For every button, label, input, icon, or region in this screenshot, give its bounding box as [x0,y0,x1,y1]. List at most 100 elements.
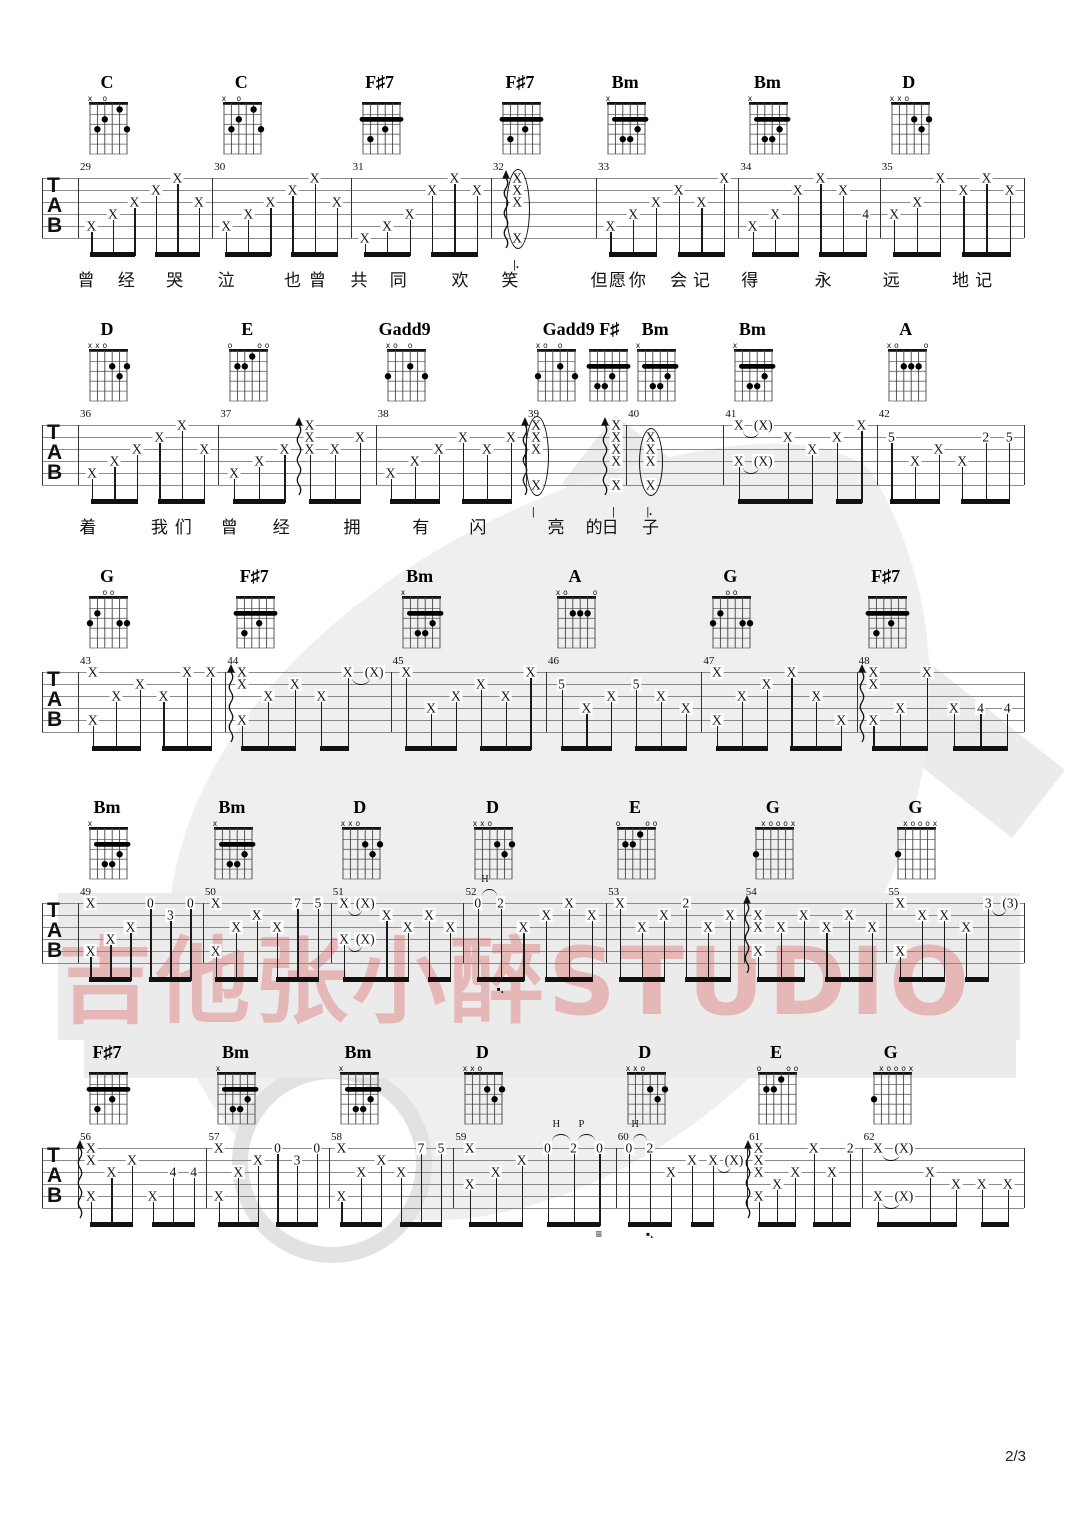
tab-note: X [752,1152,765,1168]
barline [596,178,597,238]
beam [154,252,200,257]
tab-note: X [893,895,907,911]
note-stem [850,1154,852,1226]
tab-note: 3 [292,1152,302,1168]
note-stem [277,1154,279,1226]
tie-arc [992,908,1007,916]
chord-name: F♯7 [365,72,395,92]
svg-text:o: o [768,819,773,828]
note-stem [409,220,411,256]
barline [42,903,43,963]
beam [468,1222,523,1227]
note-stem [861,431,863,503]
tab-note: X [562,895,576,911]
note-stem [210,678,212,750]
tab-note: X [380,218,394,234]
beam [876,1222,957,1227]
note-stem [317,909,320,981]
barline [42,672,43,732]
note-stem [591,921,593,981]
tab-note: X [603,218,617,234]
note-stem [173,1178,175,1226]
tab-note: X [335,1188,348,1204]
note-stem [190,909,192,981]
beam [217,1222,259,1227]
note-stem [193,1178,195,1226]
tab-note: X [679,700,693,716]
svg-text:o: o [653,819,658,828]
lyric-syllable: 经 [272,518,290,538]
lyric-syllable: 也 [283,271,301,291]
chord-diagram: x [83,819,133,883]
tie-arc [716,1165,731,1173]
svg-text:x: x [473,819,478,828]
note-stem [944,921,946,981]
beam [430,252,478,257]
chord-name: E [241,319,254,339]
note-stem [294,690,296,750]
svg-text:x: x [481,819,486,828]
measure-number: 33 [598,161,610,173]
note-stem [438,455,440,503]
note-stem [636,690,638,750]
svg-text:o: o [894,1064,899,1073]
barline [376,425,377,485]
tab-note: X [768,206,782,222]
rest-mark: | [612,504,615,518]
tab-note: X [626,206,640,222]
beam [890,499,940,504]
beam [825,977,874,982]
note-stem [791,678,793,750]
chord-diagram [83,1064,133,1128]
svg-text:o: o [408,341,413,350]
lyric-syllable: 曾 [220,518,238,538]
tab-note: X [146,1188,159,1204]
beam [214,977,258,982]
tab-note: X [337,895,351,911]
beam [893,252,942,257]
barline [1024,425,1025,485]
beam [400,1222,442,1227]
tab-note: X [204,664,217,680]
chord-name: D [902,72,916,92]
measure-number: 51 [332,886,344,898]
measure-number: 42 [878,408,890,420]
lyric-syllable: 们 [174,518,192,538]
note-stem [685,714,687,750]
strum-arrow-icon [741,894,753,983]
tab-note: X [109,688,123,704]
svg-text:o: o [103,341,108,350]
note-stem [257,1166,260,1226]
tab-note: 0 [185,895,196,911]
note-stem [130,933,132,981]
rest-mark: |. [513,257,519,271]
note-stem [707,933,710,981]
tab-note: X [84,1188,98,1204]
tab-note: X [235,676,249,692]
tab-note: X [231,1164,245,1180]
tab-note: X [947,700,961,716]
lyric-syllable: 我 [150,518,168,538]
note-stem [820,184,822,256]
strum-arrow-icon [742,1139,754,1228]
beam [225,252,272,257]
beam [819,252,867,257]
barline [701,672,702,732]
barline [78,672,79,732]
note-stem [757,957,760,981]
strum-circle [639,428,664,496]
beam [961,499,1011,504]
tab-note: X [489,1164,502,1180]
measure-number: 62 [863,1131,875,1143]
tab-note: 4 [1002,700,1013,716]
chord-diagram [583,341,633,405]
staff-line [42,1184,1024,1185]
chord-name: D [485,797,499,817]
svg-text:x: x [933,819,938,828]
tie-arc [481,889,497,897]
